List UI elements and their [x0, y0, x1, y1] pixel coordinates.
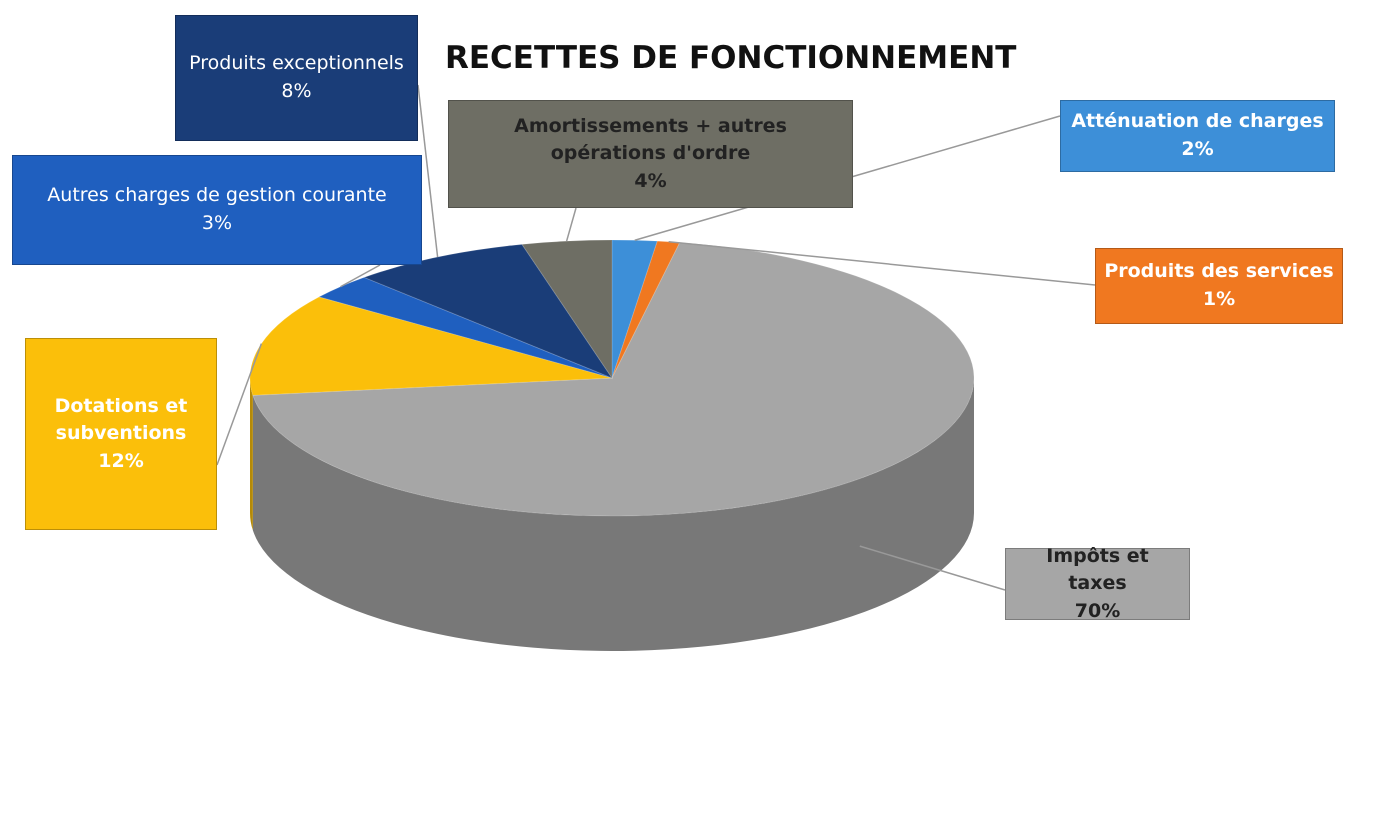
leader-line	[340, 264, 381, 288]
leader-line	[417, 84, 439, 258]
category-label: Impôts et taxes	[1046, 544, 1149, 595]
category-label: Produits exceptionnels	[189, 52, 404, 75]
data-label: Autres charges de gestion courante 3%	[12, 155, 422, 265]
chart-title: RECETTES DE FONCTIONNEMENT	[445, 40, 1017, 76]
value-label: 8%	[281, 80, 312, 102]
slice	[521, 239, 613, 380]
category-label: Dotations et subventions	[54, 394, 188, 445]
leader-line	[565, 207, 577, 242]
data-label: Produits des services 1%	[1095, 248, 1343, 324]
category-label: Autres charges de gestion courante	[47, 184, 387, 207]
data-label: Amortissements + autres opérations d'ord…	[448, 100, 853, 208]
value-label: 1%	[1202, 288, 1236, 310]
value-label: 70%	[1074, 599, 1121, 622]
category-label: Atténuation de charges	[1071, 110, 1324, 133]
value-label: 4%	[634, 169, 667, 192]
category-label: Amortissements + autres opérations d'ord…	[514, 114, 787, 165]
data-label: Produits exceptionnels 8%	[175, 15, 418, 141]
slice	[252, 241, 975, 517]
category-label: Produits des services	[1104, 260, 1334, 283]
data-label: Dotations et subventions 12%	[25, 338, 217, 530]
value-label: 3%	[201, 212, 233, 234]
value-label: 2%	[1181, 138, 1214, 160]
value-label: 12%	[98, 449, 144, 472]
leader-line	[216, 343, 263, 466]
slice	[362, 243, 614, 380]
slice-side	[252, 378, 974, 652]
leader-line	[859, 545, 1006, 591]
slice-side	[250, 378, 253, 531]
data-label: Atténuation de charges 2%	[1060, 100, 1335, 172]
leader-line	[668, 240, 1096, 286]
data-label: Impôts et taxes 70%	[1005, 545, 1190, 622]
